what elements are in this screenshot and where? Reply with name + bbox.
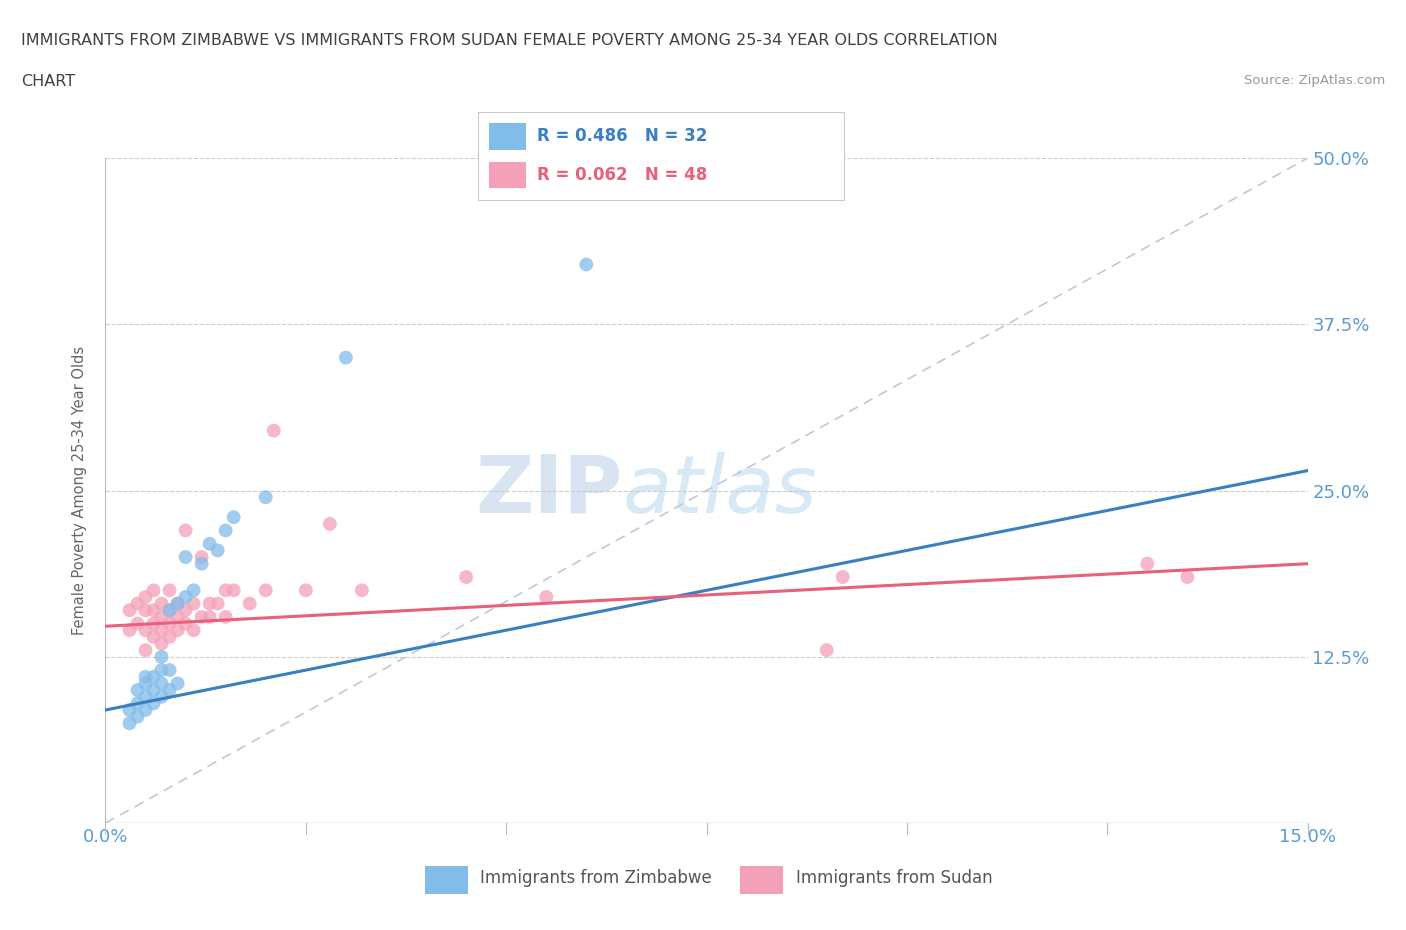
Point — [159, 663, 181, 678]
Point — [142, 583, 165, 598]
Point — [135, 676, 157, 691]
Point — [166, 596, 188, 611]
Point — [159, 683, 181, 698]
Point — [207, 596, 229, 611]
Bar — [740, 866, 783, 894]
Point — [135, 590, 157, 604]
Point — [198, 537, 221, 551]
Bar — [489, 162, 526, 189]
Text: IMMIGRANTS FROM ZIMBABWE VS IMMIGRANTS FROM SUDAN FEMALE POVERTY AMONG 25-34 YEA: IMMIGRANTS FROM ZIMBABWE VS IMMIGRANTS F… — [21, 33, 998, 47]
Point — [214, 583, 236, 598]
Point — [159, 630, 181, 644]
Point — [295, 583, 318, 598]
Y-axis label: Female Poverty Among 25-34 Year Olds: Female Poverty Among 25-34 Year Olds — [72, 346, 87, 635]
Text: atlas: atlas — [623, 452, 817, 529]
Point — [815, 643, 838, 658]
Text: Source: ZipAtlas.com: Source: ZipAtlas.com — [1244, 74, 1385, 87]
Point — [142, 696, 165, 711]
Point — [239, 596, 262, 611]
Point — [174, 590, 197, 604]
Point — [335, 351, 357, 365]
Point — [263, 423, 285, 438]
Point — [150, 689, 173, 704]
Point — [174, 523, 197, 538]
Point — [150, 649, 173, 664]
Point — [207, 543, 229, 558]
Point — [150, 596, 173, 611]
Point — [1136, 556, 1159, 571]
Point — [135, 643, 157, 658]
Bar — [489, 123, 526, 150]
Point — [183, 623, 205, 638]
Point — [831, 569, 853, 584]
Point — [127, 596, 149, 611]
Point — [174, 550, 197, 565]
Point — [142, 683, 165, 698]
Point — [142, 603, 165, 618]
Point — [127, 683, 149, 698]
Point — [159, 617, 181, 631]
Point — [198, 596, 221, 611]
Point — [127, 696, 149, 711]
Point — [135, 702, 157, 717]
Point — [166, 609, 188, 624]
Point — [174, 617, 197, 631]
Point — [150, 676, 173, 691]
Point — [222, 583, 245, 598]
Point — [159, 603, 181, 618]
Point — [454, 569, 477, 584]
Point — [135, 603, 157, 618]
Point — [118, 623, 141, 638]
Point — [142, 670, 165, 684]
Point — [534, 590, 557, 604]
Point — [214, 609, 236, 624]
Point — [190, 609, 212, 624]
Point — [135, 623, 157, 638]
Point — [183, 583, 205, 598]
Bar — [425, 866, 468, 894]
Point — [190, 550, 212, 565]
Point — [183, 596, 205, 611]
Point — [159, 603, 181, 618]
Point — [150, 623, 173, 638]
Point — [214, 523, 236, 538]
Point — [166, 676, 188, 691]
Point — [254, 583, 277, 598]
Text: R = 0.486   N = 32: R = 0.486 N = 32 — [537, 127, 707, 145]
Point — [190, 556, 212, 571]
Point — [222, 510, 245, 525]
Point — [135, 689, 157, 704]
Text: Immigrants from Zimbabwe: Immigrants from Zimbabwe — [481, 870, 711, 887]
Point — [198, 609, 221, 624]
Text: CHART: CHART — [21, 74, 75, 89]
Point — [118, 716, 141, 731]
Point — [127, 710, 149, 724]
Point — [350, 583, 373, 598]
Point — [174, 603, 197, 618]
Point — [127, 617, 149, 631]
Point — [166, 596, 188, 611]
Point — [118, 603, 141, 618]
Point — [254, 490, 277, 505]
Point — [118, 702, 141, 717]
Point — [142, 617, 165, 631]
Point — [150, 636, 173, 651]
Point — [150, 609, 173, 624]
Point — [142, 630, 165, 644]
Point — [319, 516, 342, 531]
Point — [1177, 569, 1199, 584]
Point — [150, 663, 173, 678]
Text: Immigrants from Sudan: Immigrants from Sudan — [796, 870, 993, 887]
Point — [166, 623, 188, 638]
Point — [159, 583, 181, 598]
Text: ZIP: ZIP — [475, 452, 623, 529]
Point — [135, 670, 157, 684]
Text: R = 0.062   N = 48: R = 0.062 N = 48 — [537, 166, 707, 184]
Point — [575, 257, 598, 272]
